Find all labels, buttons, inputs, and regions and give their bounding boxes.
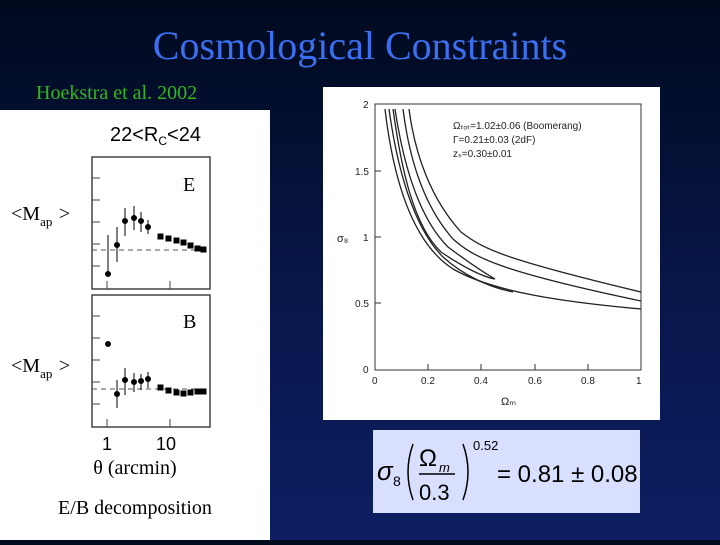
- formula-omega: Ω: [419, 445, 437, 472]
- e-mode-label: E: [183, 174, 196, 196]
- formula-omega-sub: m: [439, 460, 450, 475]
- b-ylabel: <Map2>: [11, 351, 71, 381]
- theta-axis-label: θ (arcmin): [93, 457, 177, 479]
- formula-left-paren: [407, 443, 414, 501]
- y-tick-label: 0.5: [355, 299, 369, 310]
- x-tick-label: 0.4: [474, 376, 488, 387]
- x-tick-label: 10: [156, 434, 176, 454]
- y-axis-label: σ₈: [337, 233, 348, 245]
- formula-exponent: 0.52: [473, 438, 498, 453]
- sigma8-formula: σ 8 Ω m 0.3 0.52 = 0.81 ± 0.08: [373, 430, 640, 513]
- formula-right-paren: [462, 443, 469, 501]
- formula-sigma-sub: 8: [393, 473, 401, 489]
- y-tick-label: 2: [363, 100, 369, 111]
- formula-result: = 0.81 ± 0.08: [497, 461, 638, 488]
- x-tick-label: 0.6: [528, 376, 542, 387]
- x-tick-label: 1: [102, 434, 112, 454]
- x-tick-label: 0.2: [421, 376, 435, 387]
- citation: Hoekstra et al. 2002: [36, 82, 198, 104]
- y-tick-label: 1: [363, 233, 369, 244]
- formula-graphic: σ 8 Ω m 0.3 0.52 = 0.81 ± 0.08: [377, 438, 638, 505]
- x-axis-label: Ωₘ: [501, 396, 516, 408]
- legend-line: zₛ=0.30±0.01: [453, 149, 512, 160]
- contour-plot: Ωₜₒₜ=1.02±0.06 (Boomerang) Γ=0.21±0.03 (…: [337, 100, 642, 408]
- x-tick-label: 1: [636, 376, 642, 387]
- y-tick-label: 1.5: [355, 167, 369, 178]
- eb-plot: 1 10: [91, 156, 211, 454]
- formula-denominator: 0.3: [419, 480, 450, 505]
- confidence-contours: [384, 108, 642, 310]
- slide-title: Cosmological Constraints: [152, 23, 568, 68]
- y-tick-label: 0: [363, 365, 369, 376]
- b-mode-points: [105, 341, 207, 408]
- sigma8-omega-panel: Ωₜₒₜ=1.02±0.06 (Boomerang) Γ=0.21±0.03 (…: [323, 87, 660, 420]
- eb-decomposition-panel: 1 10: [0, 110, 270, 540]
- magnitude-range-label: 22<RC<24: [110, 124, 201, 148]
- legend-line: Γ=0.21±0.03 (2dF): [453, 135, 535, 146]
- formula-sigma: σ: [377, 456, 394, 486]
- legend-line: Ωₜₒₜ=1.02±0.06 (Boomerang): [453, 121, 582, 132]
- b-mode-label: B: [183, 311, 197, 333]
- x-tick-label: 0.8: [581, 376, 595, 387]
- x-tick-label: 0: [372, 376, 378, 387]
- panel-caption: E/B decomposition: [58, 497, 212, 519]
- e-ylabel: <Map2>: [11, 199, 71, 229]
- e-mode-points: [105, 206, 207, 277]
